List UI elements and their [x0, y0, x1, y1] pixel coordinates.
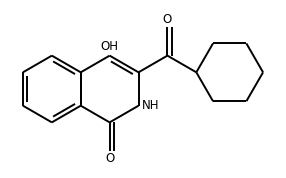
Text: O: O [105, 152, 114, 165]
Text: NH: NH [142, 99, 159, 112]
Text: OH: OH [101, 40, 119, 53]
Text: O: O [163, 13, 172, 26]
